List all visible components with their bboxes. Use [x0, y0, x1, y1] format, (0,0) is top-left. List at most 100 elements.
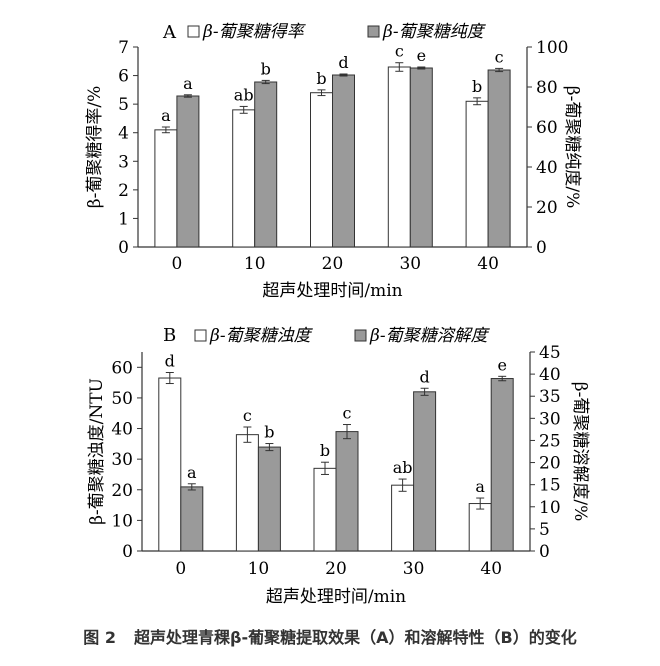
panel-a-bar-left	[465, 100, 489, 248]
panel-b-x-tick-label: 0	[175, 559, 186, 579]
panel-b-bar-left	[313, 467, 337, 552]
panel-b-right-tick-label: 15	[539, 476, 561, 496]
figure-caption-text: 超声处理青稞β-葡聚糖提取效果（A）和溶解特性（B）的变化	[134, 628, 577, 647]
panel-a-significance-label: b	[316, 69, 326, 88]
panel-b-left-tick-label: 60	[111, 358, 133, 378]
panel-b-significance-label: e	[497, 355, 506, 374]
panel-a-legend-swatch	[187, 25, 200, 38]
panel-b-significance-label: a	[187, 463, 197, 482]
panel-a-left-tick-label: 3	[118, 152, 129, 172]
panel-b-significance-label: c	[343, 404, 352, 423]
panel-b-right-tick-label: 25	[539, 431, 561, 451]
panel-a-significance-label: c	[395, 42, 404, 61]
panel-b-significance-label: ab	[393, 458, 413, 477]
panel-a-x-tick-label: 0	[171, 254, 182, 274]
panel-a-bar-left	[387, 66, 411, 248]
panel-a-significance-label: e	[417, 46, 426, 65]
panel-a-letter: A	[162, 22, 177, 43]
panel-a-right-tick-label: 40	[536, 158, 558, 178]
panel-a-bar-right	[176, 95, 200, 248]
panel-b-y-axis-title: β-葡聚糖浊度/NTU	[87, 378, 107, 525]
figure-number: 图 2	[83, 628, 117, 647]
panel-a-bar-left	[232, 109, 256, 248]
panel-a-x-axis-title: 超声处理时间/min	[262, 281, 402, 301]
panel-b-legend-swatch	[194, 329, 207, 342]
panel-a-significance-label: a	[161, 106, 171, 125]
panel-b-left-tick-label: 30	[111, 450, 133, 470]
panel-a-left-tick-label: 5	[118, 95, 129, 115]
panel-a-bar-right	[487, 69, 511, 248]
panel-a-y2-axis-title: β-葡聚糖纯度/%	[562, 86, 582, 208]
panel-a-right-tick-label: 100	[536, 38, 568, 58]
panel-b-right-tick-label: 20	[539, 454, 561, 474]
panel-b-right-tick-label: 40	[539, 365, 561, 385]
panel-a-left-tick-label: 4	[118, 124, 129, 144]
panel-b-letter: B	[163, 325, 176, 346]
panel-b-x-tick-label: 40	[480, 559, 502, 579]
panel-b-bar-left	[235, 434, 259, 552]
panel-b-significance-label: d	[165, 352, 175, 371]
panel-b-legend-swatch	[354, 329, 367, 342]
panel-b-significance-label: b	[320, 441, 330, 460]
panel-a-significance-label: d	[338, 53, 348, 72]
panel-b-bar-left	[391, 484, 415, 552]
panel-b-right-tick-label: 10	[539, 498, 561, 518]
panel-a-legend-label: β-葡聚糖纯度	[382, 22, 487, 42]
panel-b-x-tick-label: 20	[325, 559, 347, 579]
panel-b-right-tick-label: 45	[539, 343, 561, 363]
figure-caption: 图 2 超声处理青稞β-葡聚糖提取效果（A）和溶解特性（B）的变化	[0, 624, 660, 648]
panel-b-significance-label: a	[475, 477, 485, 496]
panel-b-bar-left	[468, 503, 492, 552]
panel-a-y-axis-title: β-葡聚糖得率/%	[85, 86, 105, 208]
panel-b-left-tick-label: 20	[111, 481, 133, 501]
panel-a-x-tick-label: 10	[244, 254, 266, 274]
panel-b-left-tick-label: 40	[111, 420, 133, 440]
panel-a-right-tick-label: 80	[536, 78, 558, 98]
panel-b-legend-label: β-葡聚糖浊度	[209, 326, 314, 346]
panel-a-right-tick-label: 0	[536, 238, 547, 258]
panel-a-significance-label: ab	[234, 85, 254, 104]
panel-b-bar-right	[257, 446, 281, 552]
panel-a-left-tick-label: 0	[118, 238, 129, 258]
panel-b-bar-right	[490, 378, 514, 552]
panel-a-bar-right	[254, 81, 278, 248]
panel-a-legend-swatch	[367, 25, 380, 38]
panel-a-left-tick-label: 1	[118, 209, 129, 229]
panel-a-significance-label: c	[495, 47, 504, 66]
panel-b-bar-right	[413, 391, 437, 552]
panel-b-significance-label: b	[264, 423, 274, 442]
panel-b-significance-label: d	[419, 367, 429, 386]
panel-a-significance-label: a	[183, 74, 193, 93]
panel-b-right-tick-label: 35	[539, 387, 561, 407]
panel-a-significance-label: b	[472, 77, 482, 96]
panel-a-significance-label: b	[261, 59, 271, 78]
panel-a-x-tick-label: 30	[399, 254, 421, 274]
panel-b-x-tick-label: 10	[248, 559, 270, 579]
panel-a-right-tick-label: 60	[536, 118, 558, 138]
panel-a-left-tick-label: 6	[118, 67, 129, 87]
panel-b-x-axis-title: 超声处理时间/min	[266, 587, 406, 607]
panel-a-left-tick-label: 7	[118, 38, 129, 58]
panel-b-left-tick-label: 50	[111, 389, 133, 409]
panel-b-bar-right	[335, 431, 359, 552]
panel-a-left-tick-label: 2	[118, 181, 129, 201]
panel-a-bar-left	[310, 92, 333, 248]
panel-a-bar-right	[409, 67, 433, 248]
panel-b-left-tick-label: 0	[122, 542, 133, 562]
panel-b-y2-axis-title: β-葡聚糖溶解度/%	[570, 382, 590, 521]
panel-b-right-tick-label: 5	[539, 520, 550, 540]
panel-b-right-tick-label: 0	[539, 542, 550, 562]
panel-a-x-tick-label: 20	[322, 254, 344, 274]
panel-a-legend-label: β-葡聚糖得率	[202, 22, 307, 42]
panel-a-x-tick-label: 40	[477, 254, 499, 274]
panel-b-significance-label: c	[243, 406, 252, 425]
panel-b-left-tick-label: 10	[111, 511, 133, 531]
panel-b-right-tick-label: 30	[539, 409, 561, 429]
panel-b-bar-right	[180, 486, 204, 552]
panel-a-right-tick-label: 20	[536, 198, 558, 218]
panel-b-bar-left	[158, 377, 182, 552]
panel-a-bar-left	[154, 129, 178, 248]
panel-a-bar-right	[332, 74, 355, 248]
panel-b-x-tick-label: 30	[403, 559, 425, 579]
